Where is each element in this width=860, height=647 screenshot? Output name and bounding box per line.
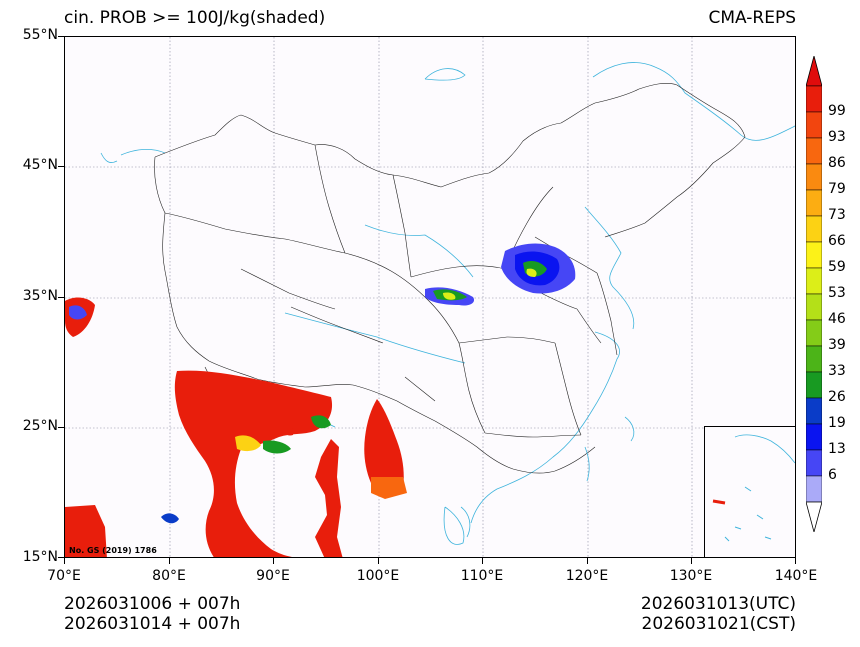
model-name: CMA-REPS (708, 8, 796, 28)
y-label-55n: 55°N (22, 27, 58, 43)
y-tick (58, 166, 64, 167)
colorbar-label: 46 (828, 311, 846, 327)
x-tick (169, 558, 170, 564)
colorbar (806, 56, 822, 532)
colorbar-segment (806, 215, 822, 243)
map-area: No. GS (2019) 1786 (64, 36, 796, 558)
colorbar-segment (806, 449, 822, 477)
colorbar-segment (806, 293, 822, 321)
x-label-70e: 70°E (47, 568, 81, 584)
colorbar-segment (806, 319, 822, 347)
x-tick (795, 558, 796, 564)
colorbar-label: 86 (828, 155, 846, 171)
colorbar-label: 53 (828, 285, 846, 301)
colorbar-label: 13 (828, 441, 846, 457)
colorbar-label: 19 (828, 415, 846, 431)
x-tick (691, 558, 692, 564)
y-tick (58, 297, 64, 298)
colorbar-segment (806, 137, 822, 165)
islands (460, 446, 590, 538)
valid-utc: 2026031013(UTC) (640, 594, 796, 614)
init-cst: 2026031014 + 007h (64, 614, 241, 634)
valid-time-block: 2026031013(UTC) 2026031021(CST) (641, 594, 796, 634)
valid-cst: 2026031021(CST) (641, 614, 796, 634)
y-tick (58, 36, 64, 37)
probability-shading (65, 243, 576, 557)
y-tick (58, 427, 64, 428)
x-tick (587, 558, 588, 564)
x-label-130e: 130°E (669, 568, 713, 584)
x-label-120e: 120°E (565, 568, 609, 584)
colorbar-segment (806, 163, 822, 191)
x-tick (482, 558, 483, 564)
colorbar-bottom-arrow (806, 501, 822, 532)
colorbar-label: 93 (828, 129, 846, 145)
x-label-140e: 140°E (774, 568, 818, 584)
colorbar-segment (806, 397, 822, 425)
colorbar-segment (806, 371, 822, 399)
colorbar-segment (806, 111, 822, 139)
colorbar-label: 99 (828, 103, 846, 119)
y-tick (58, 557, 64, 558)
colorbar-segment (806, 189, 822, 217)
init-time-block: 2026031006 + 007h 2026031014 + 007h (64, 594, 240, 634)
x-tick (378, 558, 379, 564)
x-label-100e: 100°E (356, 568, 400, 584)
colorbar-segments (806, 85, 822, 503)
map-canvas (65, 37, 795, 557)
colorbar-label: 66 (828, 233, 846, 249)
colorbar-segment (806, 85, 822, 113)
colorbar-segment (806, 423, 822, 451)
x-label-110e: 110°E (460, 568, 504, 584)
inset-canvas (712, 434, 795, 542)
x-tick (273, 558, 274, 564)
init-utc: 2026031006 + 007h (64, 594, 241, 614)
colorbar-label: 79 (828, 181, 846, 197)
x-label-80e: 80°E (152, 568, 186, 584)
y-label-25n: 25°N (22, 418, 58, 434)
y-label-35n: 35°N (22, 288, 58, 304)
colorbar-label: 26 (828, 389, 846, 405)
south-china-sea-inset (704, 426, 795, 557)
colorbar-label: 73 (828, 207, 846, 223)
y-label-15n: 15°N (22, 549, 58, 565)
map-credit: No. GS (2019) 1786 (69, 546, 157, 555)
colorbar-label: 39 (828, 337, 846, 353)
chart-title: cin. PROB >= 100J/kg(shaded) (64, 8, 326, 28)
borders (154, 83, 746, 474)
colorbar-segment (806, 345, 822, 373)
colorbar-label: 6 (828, 467, 837, 483)
colorbar-segment (806, 267, 822, 295)
colorbar-segment (806, 475, 822, 503)
y-label-45n: 45°N (22, 157, 58, 173)
x-label-90e: 90°E (256, 568, 290, 584)
colorbar-top-arrow (806, 56, 822, 87)
colorbar-label: 33 (828, 363, 846, 379)
colorbar-segment (806, 241, 822, 269)
colorbar-label: 59 (828, 259, 846, 275)
x-tick (64, 558, 65, 564)
